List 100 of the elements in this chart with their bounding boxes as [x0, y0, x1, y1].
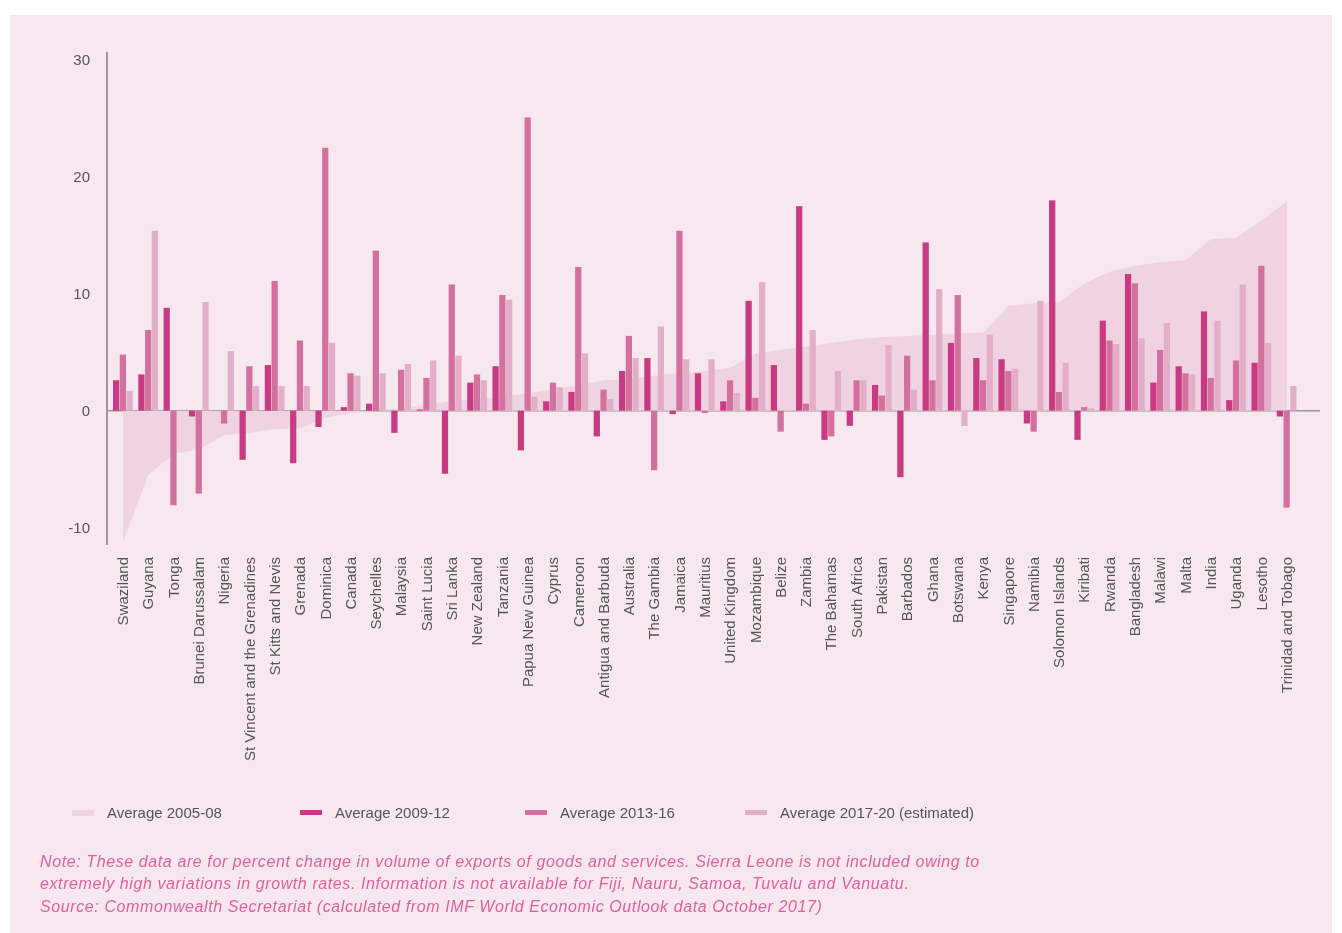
bar [694, 373, 702, 411]
x-tick-label: Saint Lucia [417, 556, 435, 632]
bar [1113, 344, 1120, 411]
bar [618, 370, 626, 411]
bar [1081, 407, 1088, 411]
x-tick-label: Namibia [1024, 556, 1042, 613]
bar [708, 359, 715, 411]
x-tick-label: Nigeria [215, 556, 233, 605]
bar [1157, 349, 1164, 411]
bar [796, 206, 803, 411]
bar [1251, 362, 1258, 411]
bar [726, 380, 734, 411]
bar [1062, 362, 1069, 411]
x-tick-label: Uganda [1227, 556, 1245, 610]
source-note: Source: Commonwealth Secretariat (calculated from IMF World Economic Outlook data October 2017) [40, 897, 823, 915]
bar [625, 335, 632, 411]
bar [1214, 320, 1221, 411]
bar [853, 380, 860, 411]
bar [379, 373, 386, 411]
bar [1264, 342, 1272, 411]
bar [657, 326, 665, 411]
bar [1283, 410, 1290, 508]
bar [303, 386, 310, 411]
x-tick-label: Zambia [797, 556, 815, 608]
x-tick-label: The Gambia [645, 556, 663, 640]
bar [151, 230, 159, 411]
bar [1200, 311, 1208, 411]
bar [163, 307, 170, 411]
bar [1189, 374, 1196, 411]
bar [860, 380, 867, 411]
x-tick-label: United Kingdom [721, 557, 739, 664]
x-tick-label: Brunei Darussalam [190, 557, 208, 685]
y-tick-label: 20 [73, 168, 90, 186]
x-tick-label: Trinidad and Tobago [1277, 557, 1295, 693]
x-tick-label: Jamaica [670, 556, 688, 613]
bar [1207, 377, 1214, 411]
x-tick-label: Papua New Guinea [518, 556, 536, 688]
bar [897, 410, 904, 478]
x-tick-label: St Vincent and the Grenadines [240, 557, 258, 762]
bar [517, 410, 525, 451]
bar [607, 398, 614, 411]
x-tick-label: Ghana [923, 556, 941, 603]
legend-label: Average 2009-12 [335, 804, 450, 822]
bar [126, 390, 133, 411]
bar [904, 355, 911, 411]
bar [1023, 410, 1031, 424]
bar [1005, 370, 1012, 411]
x-tick-label: Malta [1176, 556, 1194, 594]
bar [954, 295, 961, 411]
bar [455, 355, 462, 411]
bar [347, 373, 354, 411]
bar [1087, 408, 1095, 411]
bar [423, 377, 430, 411]
bar [278, 386, 285, 411]
bar [581, 353, 589, 411]
bar [372, 250, 379, 411]
bar [1138, 338, 1145, 411]
bar [264, 365, 272, 411]
x-tick-label: Lesotho [1252, 557, 1270, 611]
bar [752, 397, 759, 411]
bar [543, 401, 550, 411]
bar [910, 389, 918, 411]
x-tick-label: Bangladesh [1126, 557, 1144, 637]
x-tick-label: Dominica [316, 556, 334, 620]
x-tick-label: Belize [771, 557, 789, 598]
bar [531, 396, 538, 411]
bar [404, 363, 412, 411]
bar [138, 374, 145, 411]
bar [480, 380, 487, 411]
x-tick-label: Mauritius [696, 557, 713, 618]
bar [1290, 386, 1297, 411]
bar [354, 375, 361, 411]
bar [758, 282, 766, 411]
x-tick-label: Malaysia [392, 556, 410, 617]
legend-label: Average 2005-08 [107, 804, 222, 822]
bar [227, 351, 234, 411]
y-tick-label: 0 [81, 401, 90, 419]
bar [770, 365, 778, 411]
x-tick-label: Grenada [291, 556, 309, 616]
x-tick-label: St Kitts and Nevis [265, 557, 283, 676]
bar [961, 410, 968, 426]
bar [871, 384, 879, 411]
x-tick-label: Rwanda [1100, 556, 1118, 613]
bar [113, 380, 120, 411]
bar [1106, 340, 1113, 411]
bar [878, 395, 885, 411]
x-tick-label: Canada [341, 556, 359, 610]
bar [568, 391, 575, 411]
x-tick-label: Swaziland [114, 557, 132, 626]
x-tick-label: Malawi [1151, 557, 1169, 604]
x-tick-label: Kiribati [1075, 557, 1093, 603]
x-tick-label: Mozambique [746, 557, 764, 643]
bar [1150, 382, 1157, 411]
bar [720, 401, 727, 411]
bar [430, 360, 437, 411]
bar [239, 410, 246, 460]
y-tick-label: 10 [73, 285, 90, 303]
bar [777, 410, 784, 432]
bar [322, 147, 329, 411]
bar [1232, 360, 1240, 411]
